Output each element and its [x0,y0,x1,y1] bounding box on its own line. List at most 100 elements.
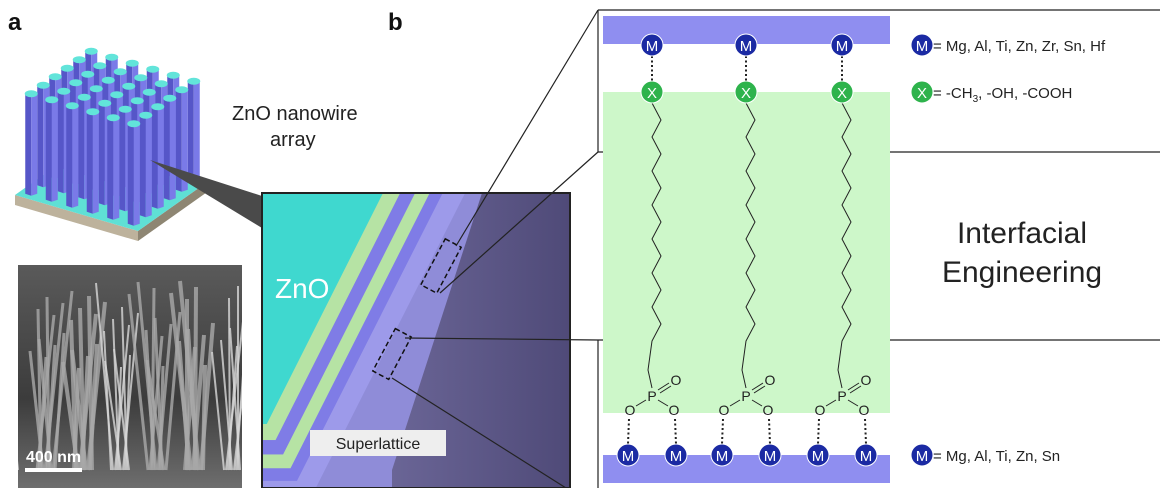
wire-top [49,73,62,80]
wire-top [155,80,168,87]
bottom-metal-layer [603,455,890,483]
atom-label: O [671,372,682,388]
wire-face [146,115,152,217]
atom-label: M [622,448,635,465]
bond [865,419,866,444]
nanowire-label: ZnO nanowire [232,103,358,125]
atom-label: O [815,402,826,418]
superlattice-label: Superlattice [336,436,421,453]
wire-top [102,77,115,84]
atom-label: O [765,372,776,388]
wire-top [127,120,140,127]
wire-face [158,107,164,209]
wire-top [131,97,144,104]
zno-label: ZnO [275,273,329,304]
atom-label: X [741,85,751,102]
cross-section: Superlattice ZnO [255,185,570,488]
wire-face [25,94,31,196]
atom-label: M [646,38,659,55]
wire-face [188,81,194,183]
bond [818,419,819,444]
wire-top [139,112,152,119]
nanowire-label: array [270,129,316,151]
atom-label: X [647,85,657,102]
wire-face [134,124,140,226]
legend-text: = Mg, Al, Ti, Zn, Sn [933,448,1060,465]
wire-face [87,112,93,214]
wire-top [86,108,99,115]
wire-face [152,107,158,209]
atom-label: X [917,85,927,102]
wire-top [187,78,200,85]
panel-label: b [388,9,403,36]
wire-face [164,98,170,200]
wire-face [31,94,37,196]
atom-label: P [741,388,750,404]
wire-face [194,81,200,183]
atom-label: M [716,448,729,465]
bond [722,419,723,444]
wire-top [122,83,135,90]
atom-label: X [837,85,847,102]
atom-label: O [861,372,872,388]
wire-face [119,109,125,211]
legend: = Mg, Al, Ti, Zn, Zr, Sn, Hf = -CH3, -OH… [933,38,1106,465]
atom-label: M [836,38,849,55]
title: Interfacial [957,217,1087,250]
wire-top [105,54,118,61]
wire-top [134,74,147,81]
atom-label: M [860,448,873,465]
wire-top [85,48,98,55]
atom-label: O [763,402,774,418]
atom-label: M [764,448,777,465]
wire-face [72,106,78,208]
bond [769,419,770,444]
wire-top [143,89,156,96]
legend-text: = -CH3, -OH, -COOH [933,85,1072,105]
scale-bar-label: 400 nm [26,449,81,466]
atom-label: O [719,402,730,418]
wire-face [93,112,99,214]
monolayer-region [603,92,890,413]
legend-text: = -CH [933,85,973,102]
wire-face [107,118,113,220]
wire-top [57,88,70,95]
atom-label: M [812,448,825,465]
atom-label: M [916,448,929,465]
wire-top [146,66,159,73]
wire-top [110,91,123,98]
wire-face [37,85,43,187]
atom-label: M [670,448,683,465]
wire-top [61,65,74,72]
atom-label: P [647,388,656,404]
wire-face [128,124,134,226]
page: {"panel_labels": {"a": "a", "b": "b"}, "… [0,0,1160,488]
atom-label: O [669,402,680,418]
figure: ZnO nanowire array a b 400 nm Superlatti… [0,0,1160,488]
bond [628,419,629,444]
wire-top [98,100,111,107]
nanowire-illustration [15,48,210,241]
wire-top [69,79,82,86]
atom-label: O [859,402,870,418]
title: Engineering [942,256,1102,289]
sem-image: 400 nm [0,265,254,488]
wire-face [170,98,176,200]
wire-top [126,60,139,67]
wire-face [99,103,105,205]
wire-face [78,97,84,199]
wire-top [93,62,106,69]
bond [675,419,676,444]
wire-top [119,106,132,113]
wire-top [114,68,127,75]
wire-top [78,94,91,101]
wire-face [140,115,146,217]
wire-top [73,56,86,63]
legend-text: = Mg, Al, Ti, Zn, Zr, Sn, Hf [933,38,1106,55]
wire-top [90,85,103,92]
wire-face [52,100,58,202]
panel-label: a [8,9,22,36]
atom-label: M [916,38,929,55]
wire-top [66,102,79,109]
wire-face [113,118,119,220]
